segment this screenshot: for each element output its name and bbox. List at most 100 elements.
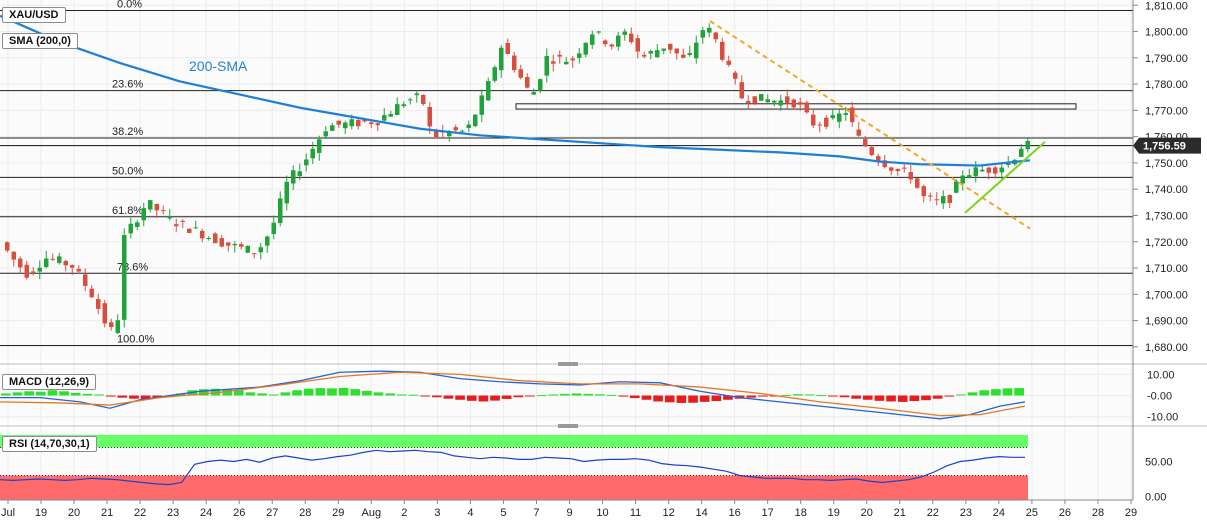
candle <box>557 50 562 64</box>
candle-body <box>63 260 68 266</box>
candle-body <box>577 53 582 58</box>
candle <box>382 107 387 122</box>
candle <box>343 120 348 135</box>
candle-body <box>863 139 868 147</box>
macd-histogram-bar <box>233 390 244 396</box>
macd-line <box>0 370 1026 420</box>
candle-body <box>713 32 718 40</box>
candle <box>811 108 816 129</box>
macd-histogram-bar <box>117 395 128 398</box>
sma-annotation: 200-SMA <box>189 58 248 74</box>
candle-body <box>733 72 738 79</box>
x-axis-label: 17 <box>762 507 774 519</box>
candle <box>187 228 192 234</box>
candle-body <box>765 99 770 103</box>
candle <box>31 267 36 276</box>
candle-body <box>31 271 36 273</box>
candle-body <box>24 264 29 278</box>
price-tick-label: 1,720.00 <box>1145 237 1188 249</box>
candle <box>798 97 803 111</box>
candle-body <box>642 54 647 57</box>
candle-body <box>843 113 848 115</box>
candle-body <box>915 178 920 188</box>
candle-body <box>102 303 107 324</box>
candle <box>856 121 861 137</box>
candle <box>63 259 68 272</box>
candle-body <box>967 175 972 178</box>
x-axis-label: 28 <box>299 507 311 519</box>
candle <box>596 30 601 35</box>
candle <box>889 166 894 176</box>
candle <box>512 51 517 73</box>
candle-body <box>668 43 673 50</box>
candle <box>336 120 341 128</box>
candle <box>213 232 218 244</box>
candle-body <box>557 54 562 57</box>
candle <box>421 94 426 106</box>
x-axis-label: 18 <box>795 507 807 519</box>
candle-body <box>941 196 946 204</box>
macd-indicator-label[interactable]: MACD (12,26,9) <box>2 374 97 390</box>
x-axis-label: 7 <box>533 507 539 519</box>
x-axis-label: 27 <box>266 507 278 519</box>
macd-histogram-bar <box>932 395 943 399</box>
candle <box>141 202 146 227</box>
candle <box>752 96 757 106</box>
candle <box>505 38 510 55</box>
candle <box>18 256 23 274</box>
macd-histogram-bar <box>793 394 803 396</box>
candle-body <box>895 168 900 172</box>
candle <box>570 56 575 68</box>
candle <box>76 265 81 274</box>
macd-histogram-bar <box>490 395 500 401</box>
candle-body <box>50 258 55 260</box>
rsi-indicator-label[interactable]: RSI (14,70,30,1) <box>2 436 97 452</box>
x-axis-label: Jul <box>1 507 15 519</box>
x-axis-label: 9 <box>566 507 572 519</box>
candle-body <box>154 204 159 211</box>
macd-histogram-bar <box>431 395 442 398</box>
x-axis-label: 29 <box>1125 507 1137 519</box>
candle <box>934 192 939 206</box>
candle-body <box>928 195 933 197</box>
x-axis-label: 24 <box>993 507 1005 519</box>
candle-body <box>460 130 465 132</box>
candle-body <box>206 238 211 240</box>
price-tick-label: 1,790.00 <box>1145 53 1188 65</box>
candle-body <box>876 156 881 163</box>
price-tick-label: 1,770.00 <box>1145 105 1188 117</box>
candle <box>414 90 419 103</box>
macd-histogram-bar <box>245 392 256 396</box>
candle <box>759 93 764 101</box>
candle <box>1019 144 1024 157</box>
candle <box>915 177 920 189</box>
macd-histogram-bar <box>979 390 990 396</box>
candle-body <box>291 170 296 184</box>
candle <box>655 44 660 58</box>
candle-body <box>395 104 400 115</box>
candle <box>804 100 809 114</box>
candle-body <box>700 30 705 38</box>
candle-body <box>518 69 523 78</box>
macd-tick-label: -10.00 <box>1147 412 1178 424</box>
macd-histogram-bar <box>909 395 920 402</box>
candle-body <box>330 125 335 131</box>
macd-histogram-bar <box>629 395 640 399</box>
x-axis-label: 26 <box>1059 507 1071 519</box>
candle <box>999 164 1004 180</box>
candle-body <box>772 100 777 103</box>
candle <box>837 109 842 129</box>
candle-body <box>479 95 484 115</box>
candle-body <box>414 93 419 96</box>
candle-body <box>629 33 634 43</box>
candle <box>681 48 686 59</box>
candle <box>57 252 62 265</box>
x-axis-label: 28 <box>1092 507 1104 519</box>
sma-indicator-label[interactable]: SMA (200,0) <box>2 33 78 49</box>
candle-body <box>525 77 530 88</box>
candle <box>96 293 101 314</box>
candle <box>310 141 315 164</box>
macd-histogram-bar <box>827 395 838 397</box>
candle-body <box>284 181 289 204</box>
